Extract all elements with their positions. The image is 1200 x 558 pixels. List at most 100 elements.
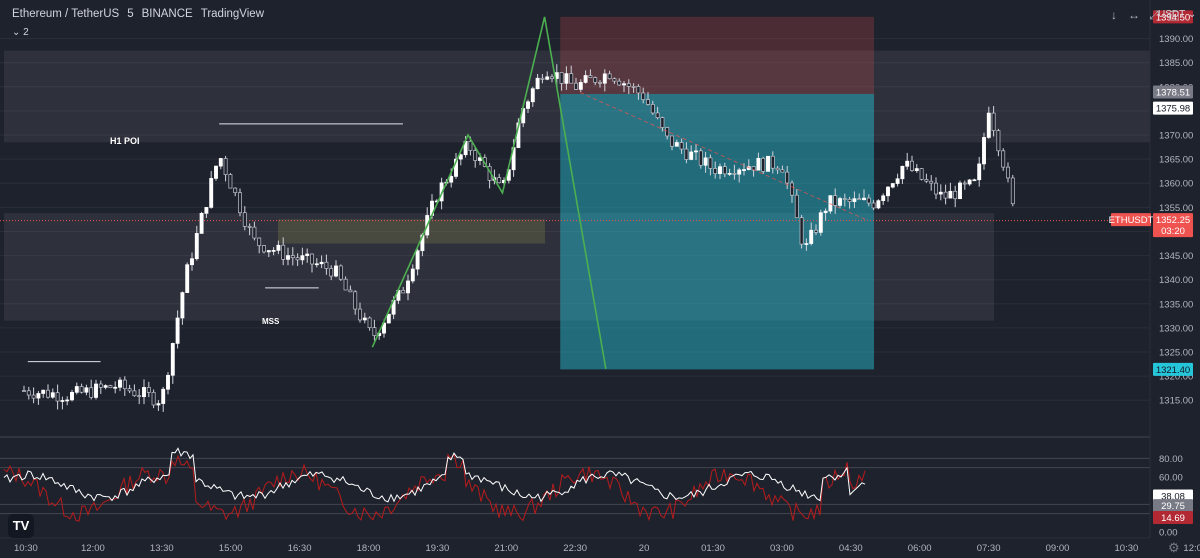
candle-body xyxy=(574,82,578,90)
candle-body xyxy=(362,317,367,321)
candle-body xyxy=(766,155,770,172)
candle-body xyxy=(598,81,602,84)
candle-body xyxy=(55,392,60,402)
candle-body xyxy=(578,82,583,90)
candle-body xyxy=(785,171,790,184)
candle-body xyxy=(132,390,137,397)
candle-body xyxy=(641,92,646,100)
x-tick-label: 03:00 xyxy=(770,543,794,554)
candle-body xyxy=(761,157,766,172)
candle-body xyxy=(602,73,607,84)
candle-body xyxy=(348,289,353,293)
y-tick-label: 1355.00 xyxy=(1159,203,1193,214)
candle-body xyxy=(732,173,737,175)
chevron-down-icon[interactable]: ⌄ xyxy=(12,27,21,38)
candle-body xyxy=(310,253,314,265)
candle-body xyxy=(70,391,74,401)
price-label-stop: 1394.50 xyxy=(1156,12,1190,23)
x-tick-label: 22:30 xyxy=(563,543,587,554)
candle-body xyxy=(607,73,612,80)
symbol-header: Ethereum / TetherUS 5 BINANCE TradingView xyxy=(12,8,272,20)
tradingview-logo[interactable]: TV xyxy=(8,514,34,538)
collapse-icon[interactable]: ⤢ xyxy=(1149,8,1159,22)
interval-label[interactable]: 5 xyxy=(127,8,134,20)
expand-icon[interactable]: ↔ xyxy=(1128,8,1140,22)
candle-body xyxy=(218,158,223,167)
price-label-current-ref: 1375.98 xyxy=(1156,104,1190,115)
indicator-toggle[interactable]: ⌄ 2 xyxy=(12,27,29,38)
oscillator-tick-label: 80.00 xyxy=(1159,454,1183,465)
candle-body xyxy=(199,212,204,234)
candle-body xyxy=(862,197,866,201)
candle-body xyxy=(137,395,142,398)
candle-body xyxy=(593,77,598,83)
symbol-name[interactable]: Ethereum / TetherUS xyxy=(12,8,120,20)
candle-body xyxy=(790,182,794,196)
candle-body xyxy=(204,207,209,214)
candle-body xyxy=(905,160,910,167)
candles xyxy=(22,64,1015,412)
candle-body xyxy=(665,127,670,137)
oscillator-value-signal-bg xyxy=(1153,499,1193,513)
candle-body xyxy=(814,229,818,233)
candle-body xyxy=(708,157,713,169)
candle-body xyxy=(646,99,650,105)
x-tick-label: 01:30 xyxy=(701,543,725,554)
arrow-down-icon[interactable]: ↓ xyxy=(1111,8,1117,22)
candle-body xyxy=(367,317,372,328)
x-tick-label: 12:00 xyxy=(81,543,105,554)
restore-icon[interactable]: ▢ xyxy=(1168,8,1180,22)
candle-body xyxy=(886,186,890,197)
x-tick-label: 09:00 xyxy=(1046,543,1070,554)
x-tick-label: 21:00 xyxy=(494,543,518,554)
candle-body xyxy=(943,191,948,199)
oscillator-value-low: 14.69 xyxy=(1161,513,1185,524)
symbol-price-tag: ETHUSDT xyxy=(1109,215,1154,226)
candle-body xyxy=(50,392,55,398)
candle-body xyxy=(127,388,132,392)
candle-body xyxy=(98,383,103,388)
candle-body xyxy=(737,169,742,175)
candle-body xyxy=(242,212,247,227)
x-tick-label: 18:00 xyxy=(357,543,381,554)
candle-body xyxy=(170,343,175,376)
candle-body xyxy=(526,101,530,109)
price-label-target-bg xyxy=(1153,362,1193,376)
symbol-price-tag-bg xyxy=(1111,213,1151,227)
candle-body xyxy=(314,263,319,266)
candle-body xyxy=(674,142,679,147)
candle-body xyxy=(319,261,324,265)
candle-body xyxy=(823,210,828,214)
candle-body xyxy=(670,135,674,147)
candle-body xyxy=(65,399,70,402)
x-tick-label: 04:30 xyxy=(839,543,863,554)
price-label-entry: 1378.51 xyxy=(1156,87,1190,98)
y-tick-label: 1390.00 xyxy=(1159,34,1193,45)
candle-body xyxy=(1006,166,1010,179)
candle-body xyxy=(713,168,718,174)
candle-body xyxy=(780,169,785,173)
currency-selector[interactable]: USDT ⌄ xyxy=(1158,9,1196,20)
candle-body xyxy=(118,379,122,388)
candle-body xyxy=(497,177,502,184)
candle-body xyxy=(910,160,914,171)
candle-body xyxy=(103,385,108,388)
candle-body xyxy=(550,76,554,79)
x-tick-label: 13:30 xyxy=(150,543,174,554)
candle-body xyxy=(223,158,228,175)
candle-body xyxy=(967,179,972,185)
x-tick-label: 10:30 xyxy=(14,543,38,554)
price-label-entry-bg xyxy=(1153,85,1193,99)
candle-body xyxy=(175,317,180,344)
candle-body xyxy=(334,265,338,277)
candle-body xyxy=(694,150,698,153)
candle-body xyxy=(727,173,732,175)
candle-body xyxy=(828,195,833,212)
y-tick-label: 1385.00 xyxy=(1159,58,1193,69)
candle-body xyxy=(636,86,641,94)
candle-body xyxy=(410,268,415,282)
gear-icon[interactable]: ⚙ xyxy=(1168,540,1180,555)
candle-body xyxy=(449,176,454,183)
candle-body xyxy=(650,104,655,114)
